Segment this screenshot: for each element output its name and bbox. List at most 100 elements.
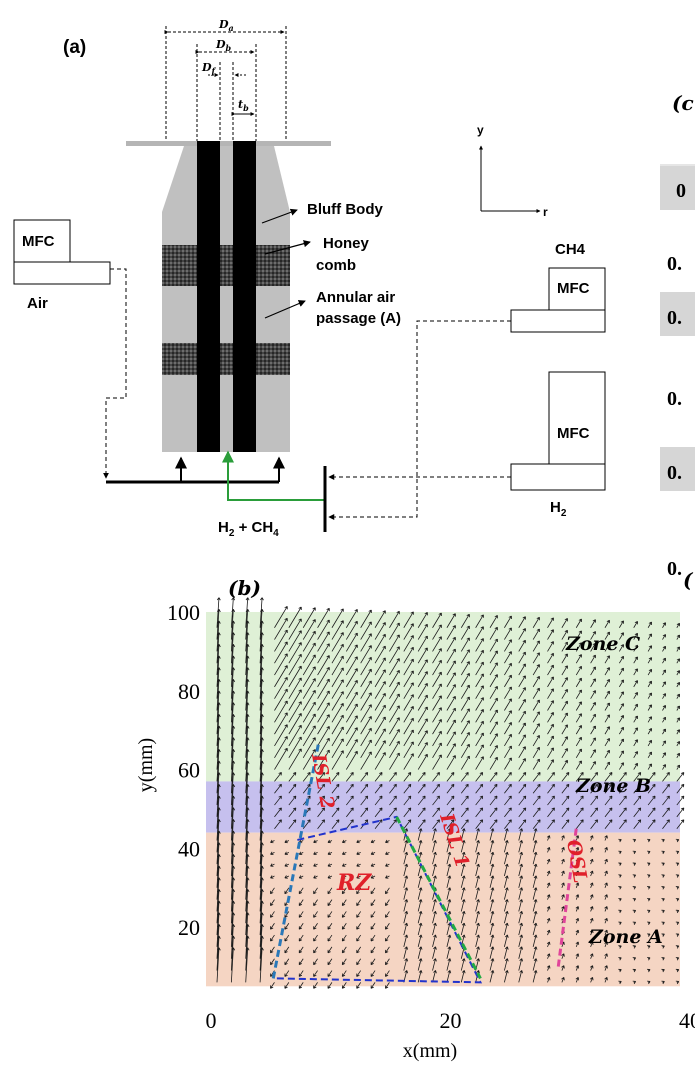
h2-label: H2 xyxy=(550,499,567,519)
velocity-vector xyxy=(619,655,624,664)
isl2-line xyxy=(271,741,321,979)
velocity-vector xyxy=(417,682,428,699)
velocity-vector xyxy=(589,977,594,983)
velocity-vector xyxy=(370,911,376,918)
velocity-vector xyxy=(274,724,288,747)
velocity-vector xyxy=(475,649,484,664)
velocity-vector xyxy=(389,740,400,758)
velocity-vector xyxy=(676,752,680,758)
velocity-vector xyxy=(417,840,423,853)
velocity-vector xyxy=(389,795,397,806)
row-text-1: 0. xyxy=(667,253,682,275)
velocity-vector xyxy=(370,970,376,977)
velocity-vector xyxy=(561,772,570,782)
velocity-vector xyxy=(385,923,390,930)
velocity-vector xyxy=(561,906,565,912)
velocity-vector xyxy=(532,946,538,959)
velocity-vector xyxy=(403,741,414,758)
velocity-vector xyxy=(341,982,347,989)
velocity-vector xyxy=(302,630,316,652)
velocity-vector xyxy=(561,677,568,688)
velocity-vector xyxy=(647,968,651,973)
velocity-vector xyxy=(302,749,316,770)
velocity-vector xyxy=(403,851,409,865)
ch4-label: CH4 xyxy=(555,241,586,258)
velocity-vector xyxy=(647,763,652,770)
velocity-vector xyxy=(460,851,466,865)
velocity-vector xyxy=(503,851,509,865)
velocity-vector xyxy=(417,887,423,900)
velocity-vector xyxy=(288,724,302,747)
velocity-vector xyxy=(575,618,582,628)
velocity-vector xyxy=(561,783,570,794)
velocity-vector xyxy=(518,970,524,983)
velocity-vector xyxy=(518,899,524,912)
velocity-vector xyxy=(374,740,386,758)
velocity-vector xyxy=(546,906,551,912)
velocity-vector xyxy=(589,858,594,865)
velocity-vector xyxy=(327,887,333,895)
velocity-vector xyxy=(575,835,580,841)
velocity-vector xyxy=(346,807,354,818)
velocity-vector xyxy=(432,783,440,794)
velocity-vector xyxy=(604,906,608,912)
velocity-vector xyxy=(532,628,540,640)
velocity-vector xyxy=(460,899,466,912)
velocity-vector xyxy=(432,648,442,664)
velocity-vector xyxy=(561,665,568,676)
velocity-vector xyxy=(504,733,512,747)
velocity-vector xyxy=(446,828,452,841)
velocity-vector xyxy=(356,911,362,918)
velocity-vector xyxy=(446,613,456,628)
velocity-vector xyxy=(389,783,397,794)
velocity-vector xyxy=(284,887,290,895)
velocity-vector xyxy=(298,887,304,895)
velocity-vector xyxy=(647,957,651,961)
velocity-vector xyxy=(647,886,651,890)
velocity-vector xyxy=(675,850,680,855)
velocity-vector xyxy=(489,807,498,818)
velocity-vector xyxy=(518,628,526,640)
velocity-vector xyxy=(489,922,495,936)
velocity-vector xyxy=(518,851,524,865)
velocity-vector xyxy=(417,934,423,947)
velocity-vector xyxy=(633,632,638,640)
velocity-vector xyxy=(532,970,538,983)
dim-da-label: Da xyxy=(218,18,234,33)
velocity-vector xyxy=(532,675,540,688)
velocity-vector xyxy=(575,713,582,723)
velocity-vector xyxy=(575,894,580,900)
velocity-vector xyxy=(561,618,568,628)
velocity-vector xyxy=(284,982,290,989)
velocity-vector xyxy=(370,982,376,989)
velocity-vector xyxy=(288,701,302,723)
velocity-vector xyxy=(489,783,498,794)
velocity-vector xyxy=(345,679,358,699)
velocity-vector xyxy=(446,958,452,971)
velocity-vector xyxy=(633,621,638,628)
velocity-vector xyxy=(518,807,527,818)
velocity-vector xyxy=(647,980,651,985)
velocity-vector xyxy=(604,655,610,664)
velocity-vector xyxy=(661,980,665,985)
velocity-vector xyxy=(274,653,288,676)
velocity-vector xyxy=(633,727,638,735)
velocity-vector xyxy=(575,941,580,948)
y-tick-label: 80 xyxy=(178,679,200,704)
velocity-vector xyxy=(575,701,582,711)
velocity-vector xyxy=(327,863,333,867)
velocity-vector xyxy=(575,760,582,770)
velocity-vector xyxy=(403,783,412,794)
velocity-vector xyxy=(575,654,582,664)
velocity-vector xyxy=(676,634,680,640)
velocity-vector xyxy=(647,751,652,758)
velocity-vector xyxy=(270,887,275,895)
velocity-vector xyxy=(475,756,484,770)
velocity-vector xyxy=(403,934,409,947)
velocity-vector xyxy=(346,795,354,806)
velocity-vector xyxy=(331,738,344,758)
velocity-vector xyxy=(331,667,344,688)
row-text-2: 0. xyxy=(667,307,682,329)
velocity-vector xyxy=(489,970,495,983)
velocity-vector xyxy=(561,653,568,664)
